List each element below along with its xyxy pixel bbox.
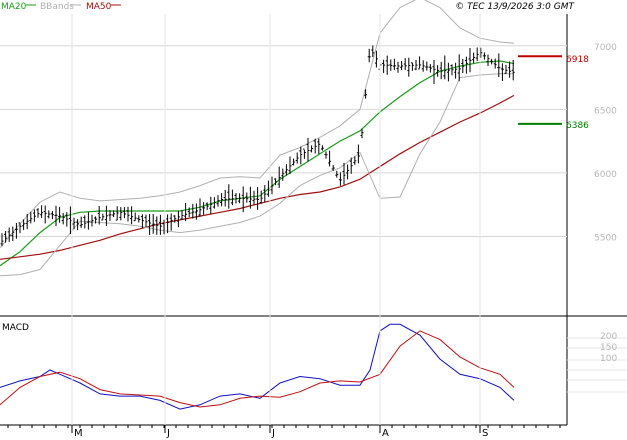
- price-tick-label: 6500: [594, 106, 617, 116]
- price-tick-label: 7000: [594, 43, 617, 53]
- x-tick-label: S: [482, 428, 488, 439]
- level-marker-label: 6918: [566, 55, 589, 65]
- price-markers: 6918 6386: [518, 55, 589, 131]
- macd-title: MACD: [2, 323, 29, 333]
- level-marker-label: 6386: [566, 121, 589, 131]
- macd-tick-label: 200: [600, 332, 617, 342]
- x-tick-label: J: [271, 428, 275, 439]
- x-tick-label: J: [166, 428, 170, 439]
- bollinger-band-line: [0, 0, 515, 249]
- price-grid: [0, 45, 567, 237]
- legend: MA20 BBands MA50: [1, 2, 121, 12]
- macd-grid: [567, 337, 627, 393]
- x-tick-label: A: [382, 428, 389, 439]
- legend-bbands-label: BBands: [40, 2, 74, 12]
- signal-line: [0, 330, 515, 408]
- macd-tick-label: 150: [600, 343, 617, 353]
- legend-ma50-label: MA50: [86, 2, 112, 12]
- ma50-line: [0, 94, 515, 260]
- macd-tick-label: 100: [600, 354, 617, 364]
- price-y-axis: 5500 6000 6500 7000: [594, 43, 617, 244]
- price-tick-label: 6000: [594, 170, 617, 180]
- price-series: [0, 0, 515, 277]
- price-candles: [0, 45, 515, 247]
- ma20-line: [0, 60, 515, 267]
- x-tick-label: M: [74, 428, 83, 439]
- price-tick-label: 5500: [594, 233, 617, 243]
- copyright-text: © TEC 13/9/2026 3:0 GMT: [455, 2, 575, 12]
- bollinger-band-line: [0, 73, 514, 277]
- legend-ma20-label: MA20: [1, 2, 27, 12]
